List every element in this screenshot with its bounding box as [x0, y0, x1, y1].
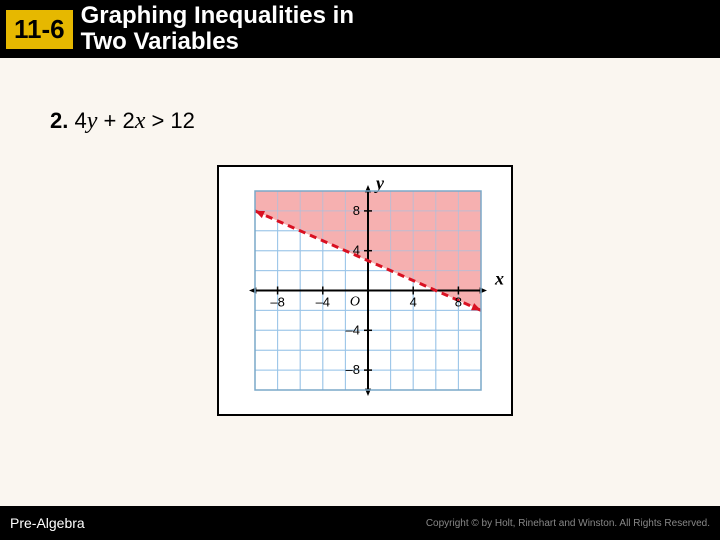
svg-text:8: 8: [353, 203, 360, 218]
svg-text:–8: –8: [270, 295, 284, 310]
svg-text:O: O: [350, 295, 360, 310]
svg-text:4: 4: [353, 243, 360, 258]
header-bar: 11-6 Graphing Inequalities in Two Variab…: [0, 0, 720, 58]
svg-text:y: y: [374, 173, 385, 193]
svg-text:4: 4: [410, 295, 417, 310]
expr-p3: > 12: [145, 108, 195, 133]
svg-text:–4: –4: [316, 295, 330, 310]
expr-p1: 4: [74, 108, 86, 133]
svg-text:–8: –8: [346, 362, 360, 377]
svg-text:x: x: [494, 269, 504, 289]
footer-copyright: Copyright © by Holt, Rinehart and Winsto…: [426, 518, 710, 529]
svg-text:–4: –4: [346, 322, 360, 337]
problem-statement: 2. 4y + 2x > 12: [50, 108, 680, 135]
var-x: x: [135, 108, 146, 134]
graph-border: –8 –4 4 8 8 4 –4 –8 Ox y: [217, 165, 513, 416]
var-y: y: [87, 108, 98, 134]
problem-number: 2.: [50, 108, 68, 133]
expr-p2: + 2: [97, 108, 134, 133]
footer-course: Pre-Algebra: [10, 515, 85, 531]
content-area: 2. 4y + 2x > 12 –8–44884–4–8Oxy: [0, 58, 720, 421]
lesson-number: 11-6: [6, 10, 73, 49]
inequality-graph: –8 –4 4 8 8 4 –4 –8 Ox y: [225, 173, 505, 408]
title-line1: Graphing Inequalities in: [81, 2, 354, 29]
footer-bar: Pre-Algebra Copyright © by Holt, Rinehar…: [0, 506, 720, 540]
graph-container: –8 –4 4 8 8 4 –4 –8 Ox y: [50, 165, 680, 421]
title-line2: Two Variables: [81, 28, 239, 55]
lesson-title: Graphing Inequalities in Two Variables: [81, 3, 354, 56]
svg-text:8: 8: [455, 295, 462, 310]
